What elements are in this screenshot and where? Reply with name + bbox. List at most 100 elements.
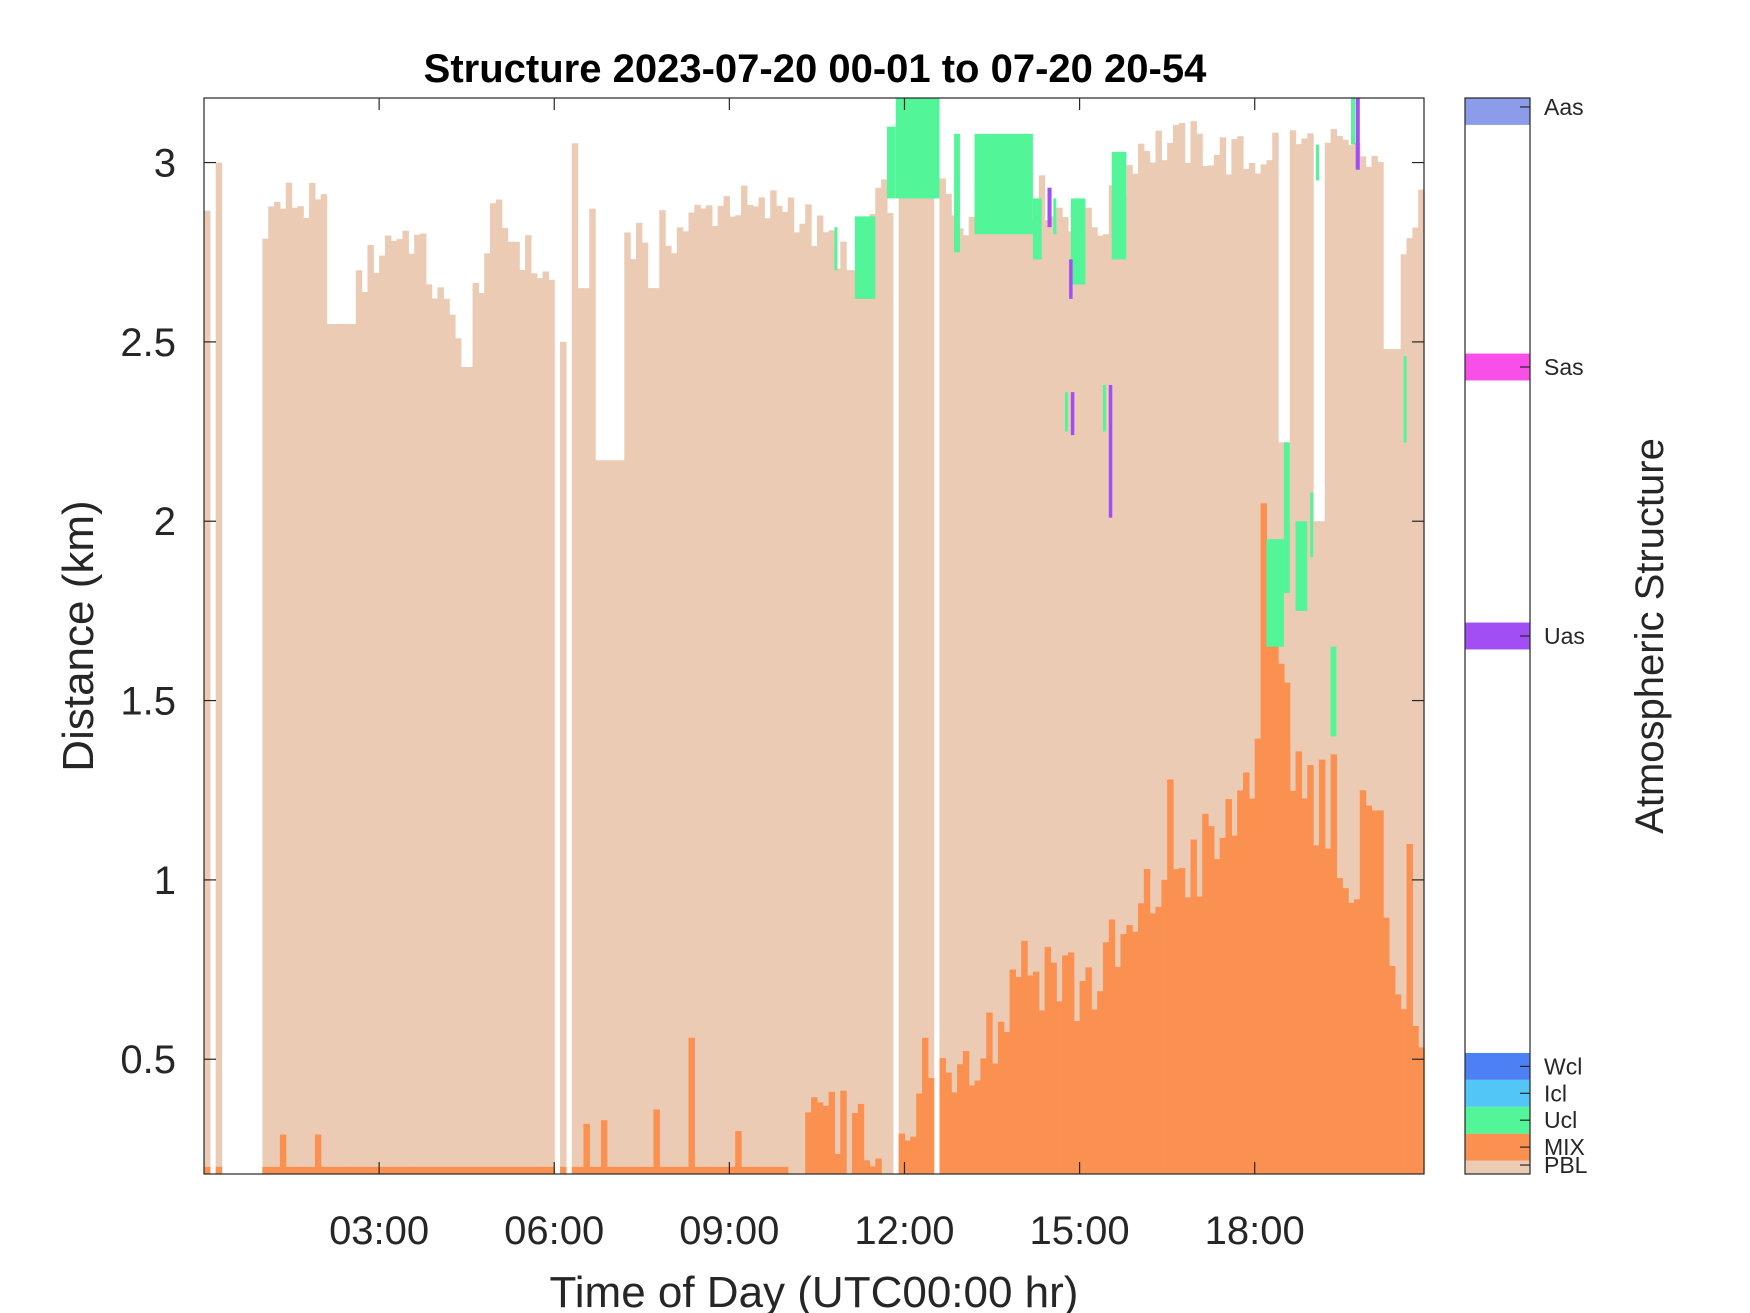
pbl-column xyxy=(309,182,316,1174)
ucl-segment xyxy=(1316,144,1320,181)
pbl-column xyxy=(600,460,608,1175)
mix-column xyxy=(921,1037,929,1174)
mix-column xyxy=(1412,1025,1419,1174)
mix-column xyxy=(449,1166,456,1174)
pbl-column xyxy=(513,241,520,1174)
ucl-segment xyxy=(974,133,1033,235)
mix-column xyxy=(309,1166,316,1174)
mix-column xyxy=(1313,845,1320,1174)
mix-column xyxy=(314,1134,322,1174)
mix-column xyxy=(1050,962,1057,1174)
pbl-column xyxy=(1137,143,1145,1175)
pbl-column xyxy=(700,208,707,1174)
pbl-column xyxy=(478,293,485,1174)
pbl-column xyxy=(425,284,433,1175)
pbl-column xyxy=(659,210,666,1174)
mix-column xyxy=(419,1166,427,1174)
mix-column xyxy=(951,1092,958,1174)
y-tick-label: 1.5 xyxy=(120,680,176,724)
mix-column xyxy=(285,1166,293,1174)
mix-column xyxy=(694,1166,701,1174)
mix-column xyxy=(1377,810,1384,1174)
mix-column xyxy=(402,1166,409,1174)
pbl-column xyxy=(694,204,701,1174)
colorbar-swatch-mix xyxy=(1465,1133,1530,1161)
mix-column xyxy=(764,1166,771,1174)
mix-column xyxy=(828,1091,836,1174)
mix-column xyxy=(1172,869,1180,1174)
mix-column xyxy=(1208,826,1215,1174)
mix-column xyxy=(1056,1001,1063,1174)
pbl-column xyxy=(986,210,993,1175)
pbl-column xyxy=(1102,234,1110,1174)
mix-column xyxy=(875,1158,882,1174)
mix-column xyxy=(1132,931,1139,1174)
mix-column xyxy=(367,1166,374,1174)
pbl-column xyxy=(653,288,660,1174)
mix-column xyxy=(1353,899,1361,1174)
mix-column xyxy=(390,1166,398,1174)
mix-column xyxy=(384,1166,392,1174)
mix-column xyxy=(618,1166,625,1174)
colorbar-tick-label: PBL xyxy=(1544,1152,1588,1178)
pbl-column xyxy=(431,298,439,1174)
pbl-column xyxy=(846,270,853,1174)
x-tick-label: 06:00 xyxy=(504,1209,604,1253)
pbl-column xyxy=(875,187,882,1174)
mix-column xyxy=(1021,940,1028,1174)
pbl-column xyxy=(361,291,369,1174)
uas-segment xyxy=(1355,98,1360,170)
pbl-column xyxy=(303,217,310,1175)
mix-column xyxy=(1161,879,1168,1174)
pbl-column xyxy=(910,185,917,1175)
pbl-column xyxy=(1108,185,1116,1175)
pbl-column xyxy=(641,242,649,1174)
ucl-layer xyxy=(834,98,1407,737)
pbl-column xyxy=(1196,133,1203,1174)
pbl-column xyxy=(1208,165,1215,1174)
pbl-column xyxy=(834,268,841,1174)
mix-column xyxy=(974,1080,981,1174)
pbl-column xyxy=(1149,162,1157,1175)
mix-column xyxy=(688,1037,695,1174)
pbl-column xyxy=(916,146,923,1175)
uas-segment xyxy=(1047,187,1052,228)
pbl-column xyxy=(962,235,970,1174)
mix-column xyxy=(408,1166,415,1174)
pbl-column xyxy=(1114,203,1122,1174)
mix-column xyxy=(484,1166,491,1174)
pbl-column xyxy=(1388,349,1396,1175)
mix-column xyxy=(1073,1021,1081,1174)
mix-column xyxy=(746,1166,754,1174)
pbl-column xyxy=(898,147,906,1174)
pbl-column xyxy=(490,203,497,1174)
mix-column xyxy=(472,1166,479,1174)
ucl-segment xyxy=(954,133,960,253)
y-tick-label: 2.5 xyxy=(120,321,176,365)
mix-column xyxy=(992,1063,999,1174)
mix-column xyxy=(805,1112,812,1174)
pbl-column xyxy=(665,245,672,1174)
mix-column xyxy=(274,1166,281,1174)
mix-column xyxy=(268,1166,275,1174)
mix-column xyxy=(1149,913,1157,1174)
mix-column xyxy=(1248,798,1256,1174)
pbl-column xyxy=(484,253,491,1174)
pbl-column xyxy=(1406,238,1413,1174)
pbl-column xyxy=(519,269,526,1174)
pbl-column xyxy=(466,367,474,1174)
mix-column xyxy=(1342,888,1349,1174)
pbl-column xyxy=(723,196,730,1174)
mix-column xyxy=(297,1166,304,1174)
pbl-column xyxy=(1120,196,1127,1175)
mix-column xyxy=(735,1130,742,1174)
pbl-layer xyxy=(204,121,1425,1175)
plot-area: 03:00 06:00 09:00 12:00 15:00 18:00 0.5 1 1.5 2 2… xyxy=(120,97,1425,1253)
mix-column xyxy=(525,1166,532,1174)
pbl-column xyxy=(589,208,596,1174)
ucl-segment xyxy=(1351,98,1356,145)
mix-column xyxy=(711,1166,719,1174)
mix-column xyxy=(1085,967,1092,1174)
mix-column xyxy=(717,1166,725,1174)
pbl-column xyxy=(1073,251,1081,1174)
